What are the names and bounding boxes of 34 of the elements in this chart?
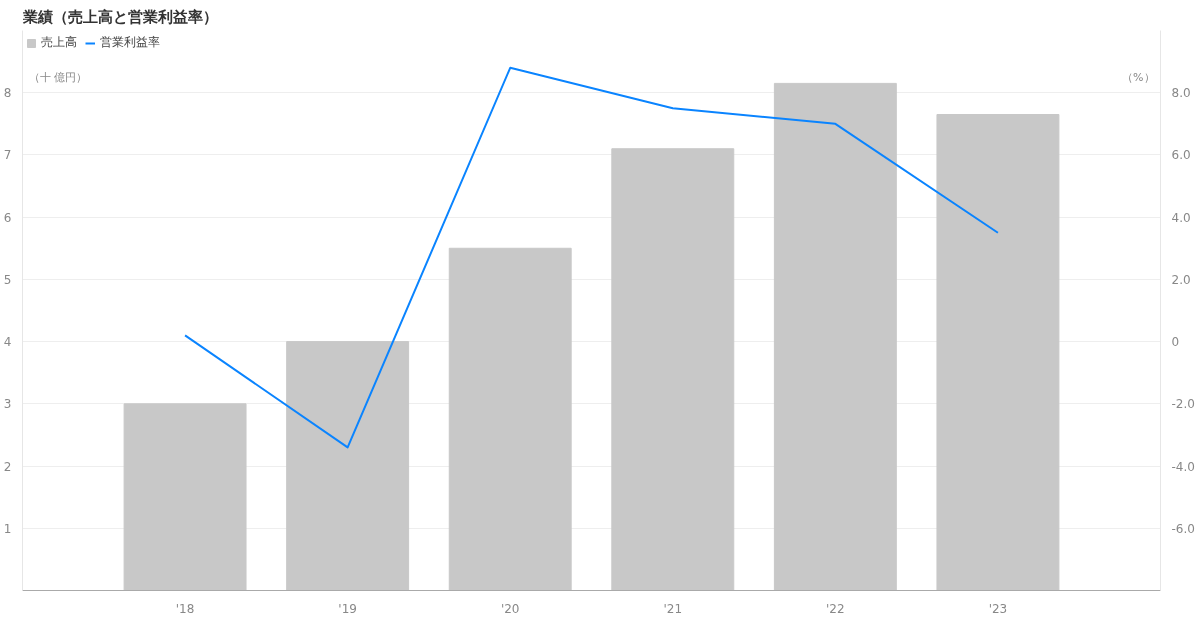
y-tick-label: 3	[3, 397, 12, 412]
y2-tick-label: 8.0	[1171, 86, 1191, 101]
x-tick-label: '19	[338, 601, 357, 616]
y-tick-label: 7	[3, 148, 12, 163]
y2-tick-label: -4.0	[1171, 459, 1195, 474]
x-tick-label: '23	[988, 601, 1008, 616]
y2-tick-label: 6.0	[1171, 148, 1191, 163]
bar	[936, 114, 1060, 591]
y-axis-title: （十 億円）	[28, 70, 87, 84]
y2-tick-label: -2.0	[1171, 397, 1195, 412]
bar	[611, 148, 735, 591]
bar	[123, 403, 247, 591]
x-tick-label: '18	[175, 601, 195, 616]
bar	[448, 247, 572, 591]
y-tick-label: 6	[3, 210, 12, 225]
y2-axis-title: （%）	[1122, 70, 1155, 84]
x-tick-label: '21	[663, 601, 683, 616]
bar	[773, 82, 897, 591]
y2-tick-label: 0	[1171, 335, 1180, 350]
x-tick-label: '20	[500, 601, 520, 616]
legend-label: 営業利益率	[100, 34, 160, 51]
y-tick-label: 1	[3, 521, 12, 536]
bar	[286, 341, 410, 591]
y-tick-label: 4	[3, 335, 12, 350]
y-tick-label: 2	[3, 459, 12, 474]
y2-tick-label: -6.0	[1171, 521, 1195, 536]
y-tick-label: 5	[3, 272, 12, 287]
y2-tick-label: 2.0	[1171, 272, 1191, 287]
line-series	[184, 66, 999, 449]
y2-tick-label: 4.0	[1171, 210, 1191, 225]
chart-title: 業績（売上高と営業利益率）	[21, 7, 218, 26]
y-tick-label: 8	[3, 86, 12, 101]
x-tick-label: '22	[826, 601, 845, 616]
legend-label: 売上高	[41, 34, 77, 51]
